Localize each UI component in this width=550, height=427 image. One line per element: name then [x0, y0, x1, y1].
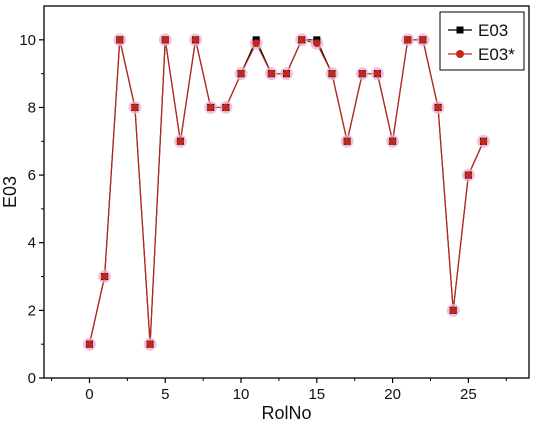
- x-tick-label-5: 5: [161, 386, 169, 403]
- point-e03-star: [115, 36, 124, 44]
- y-tick-label-0: 0: [28, 370, 36, 387]
- y-tick-label-10: 10: [19, 32, 36, 49]
- y-tick-label-8: 8: [28, 99, 36, 116]
- plot-border: [43, 5, 530, 379]
- point-e03-star: [297, 36, 306, 44]
- x-tick-label-10: 10: [233, 386, 250, 403]
- y-axis-label: E03: [0, 176, 20, 208]
- legend-label-e03: E03: [478, 21, 508, 40]
- legend-label-e03-star: E03*: [478, 45, 515, 64]
- series-line-e03: [88, 38, 485, 345]
- point-e03-star: [237, 69, 245, 78]
- point-e03-star: [206, 103, 215, 112]
- point-e03-star: [403, 36, 412, 44]
- point-e03-star: [343, 137, 351, 146]
- point-e03-star: [479, 137, 488, 146]
- y-tick-label-2: 2: [28, 302, 36, 319]
- point-e03-star: [161, 36, 170, 44]
- x-tick-label-0: 0: [85, 386, 93, 403]
- point-e03-star: [313, 39, 321, 47]
- series-lines: [88, 38, 485, 345]
- point-e03-star: [328, 69, 336, 78]
- legend-marker-e03: [456, 26, 464, 34]
- axis-text: RolNo E03: [0, 176, 312, 423]
- y-tick-label-6: 6: [28, 167, 36, 184]
- point-e03-star: [85, 340, 94, 348]
- axis-ticks: 0 5 10 15 20 25 0 2 4 6 8 10: [19, 32, 507, 403]
- x-tick-label-25: 25: [460, 386, 477, 403]
- point-e03-star: [373, 69, 382, 78]
- point-e03-star: [434, 103, 442, 112]
- series-line-e03-star: [88, 39, 485, 345]
- point-e03-star: [252, 39, 260, 47]
- legend-marker-e03-star: [456, 50, 464, 58]
- point-e03-star: [222, 103, 230, 112]
- point-e03-star: [191, 36, 200, 44]
- plot-frame: [43, 5, 530, 379]
- series-points: [82, 33, 491, 351]
- point-e03-star: [131, 103, 139, 112]
- y-tick-label-4: 4: [28, 235, 36, 252]
- point-e03-star: [449, 306, 458, 315]
- x-axis-label: RolNo: [261, 403, 311, 423]
- point-e03-star: [419, 36, 427, 44]
- legend-box: [439, 11, 525, 71]
- x-tick-label-20: 20: [384, 386, 401, 403]
- point-e03-star: [267, 69, 276, 78]
- point-e03-star: [176, 137, 185, 146]
- point-e03-star: [464, 171, 473, 179]
- point-e03-star: [358, 69, 367, 78]
- point-e03-star: [282, 69, 291, 78]
- point-e03-star: [100, 272, 109, 281]
- point-e03-star: [146, 340, 154, 348]
- point-e03-star: [388, 137, 397, 146]
- x-tick-label-15: 15: [308, 386, 325, 403]
- legend: E03 E03*: [439, 11, 525, 71]
